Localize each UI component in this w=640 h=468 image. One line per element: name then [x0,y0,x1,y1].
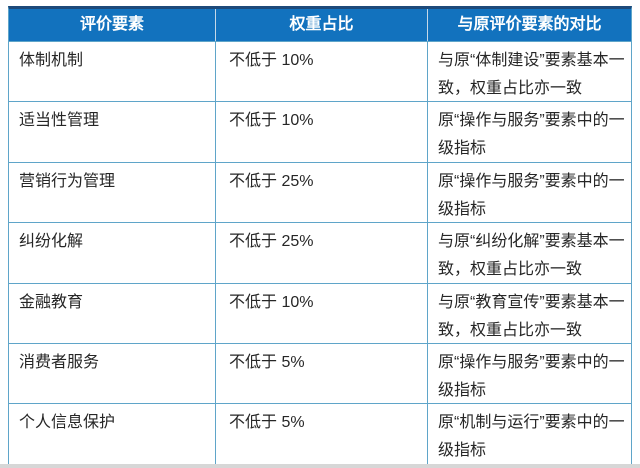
table-row: 纠纷化解 不低于 25% 与原“纠纷化解”要素基本一致，权重占比亦一致 [9,222,631,283]
table-row: 个人信息保护 不低于 5% 原“机制与运行”要素中的一级指标 [9,403,631,464]
cell-comparison: 原“操作与服务”要素中的一级指标 [438,353,625,399]
cell-comparison: 原“机制与运行”要素中的一级指标 [438,414,625,460]
cell-weight: 不低于 25% [216,162,428,223]
cell-comparison: 与原“纠纷化解”要素基本一致，权重占比亦一致 [438,233,625,279]
evaluation-table: 评价要素 权重占比 与原评价要素的对比 体制机制 不低于 10% 与原“体制建设… [8,6,632,465]
table-row: 消费者服务 不低于 5% 原“操作与服务”要素中的一级指标 [9,342,631,404]
table-body: 体制机制 不低于 10% 与原“体制建设”要素基本一致，权重占比亦一致 适当性管… [9,41,631,464]
cell-element: 营销行为管理 [9,162,216,223]
bottom-gray-bar [0,464,640,468]
cell-weight: 不低于 5% [216,404,428,464]
table-header-row: 评价要素 权重占比 与原评价要素的对比 [9,9,631,41]
cell-comparison: 与原“教育宣传”要素基本一致，权重占比亦一致 [438,293,625,339]
cell-element: 金融教育 [9,283,216,343]
cell-weight: 不低于 10% [216,42,428,102]
cell-weight: 不低于 10% [216,283,428,343]
cell-weight: 不低于 10% [216,102,428,162]
column-header-weight: 权重占比 [216,9,428,41]
column-header-element: 评价要素 [9,9,216,41]
cell-element: 个人信息保护 [9,404,216,464]
cell-element: 适当性管理 [9,102,216,162]
table-row: 适当性管理 不低于 10% 原“操作与服务”要素中的一级指标 [9,101,631,162]
cell-comparison: 与原“体制建设”要素基本一致，权重占比亦一致 [438,52,625,97]
cell-comparison: 原“操作与服务”要素中的一级指标 [438,172,625,218]
cell-element: 消费者服务 [9,343,216,404]
cell-weight: 不低于 5% [216,343,428,404]
cell-element: 纠纷化解 [9,223,216,283]
cell-comparison: 原“操作与服务”要素中的一级指标 [438,112,625,158]
cell-weight: 不低于 25% [216,223,428,283]
table-row: 金融教育 不低于 10% 与原“教育宣传”要素基本一致，权重占比亦一致 [9,282,631,343]
column-header-comparison: 与原评价要素的对比 [457,16,602,33]
cell-element: 体制机制 [9,42,216,102]
table-row: 体制机制 不低于 10% 与原“体制建设”要素基本一致，权重占比亦一致 [9,41,631,102]
table-row: 营销行为管理 不低于 25% 原“操作与服务”要素中的一级指标 [9,161,631,223]
